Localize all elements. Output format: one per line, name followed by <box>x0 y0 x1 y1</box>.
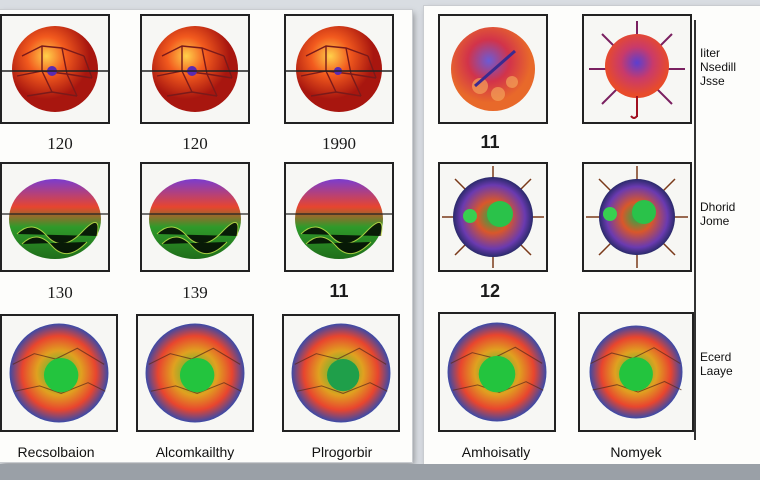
rainbow-sphere-icon <box>142 179 248 259</box>
caption-4: Amhoisatly <box>461 444 531 460</box>
side-legend-text: Jome <box>700 214 730 228</box>
mosaic-sphere-icon <box>145 323 245 423</box>
side-legend-group-1: Iiter Nsedill Jsse <box>700 46 760 88</box>
red-sphere-icon <box>2 26 108 112</box>
tile-label-r2c2: 139 <box>182 283 208 302</box>
tile-r1c4[interactable] <box>438 14 548 124</box>
tile-r2c1[interactable] <box>0 162 110 272</box>
rainbow-sphere-icon <box>286 179 392 259</box>
mosaic-sphere-icon <box>589 325 683 419</box>
tile-r3c1[interactable] <box>0 314 118 432</box>
spiky-green-sphere-icon <box>442 166 544 268</box>
side-legend-group-3: Ecerd Laaye <box>700 350 760 378</box>
tile-r2c3[interactable] <box>284 162 394 272</box>
tile-label-r1c3: 1990 <box>322 134 356 153</box>
side-legend-text: Dhorid <box>700 200 736 214</box>
spiky-sphere-icon <box>589 21 685 119</box>
side-legend-group-2: Dhorid Jome <box>700 200 760 228</box>
caption-3: Plrogorbir <box>311 444 373 460</box>
mosaic-sphere-icon <box>447 322 547 422</box>
red-sphere-icon <box>286 26 392 112</box>
tile-r1c3[interactable] <box>284 14 394 124</box>
tile-label-r1c1: 120 <box>47 134 73 153</box>
tile-r3c2[interactable] <box>136 314 254 432</box>
side-legend-text: Jsse <box>700 74 725 88</box>
tile-r1c5[interactable] <box>582 14 692 124</box>
caption-2: Alcomkailthy <box>155 444 235 460</box>
tile-r2c4[interactable] <box>438 162 548 272</box>
side-legend-text: Nsedill <box>700 60 737 74</box>
side-legend-text: Laaye <box>700 364 733 378</box>
tile-r3c4[interactable] <box>438 312 556 432</box>
mosaic-sphere-icon <box>291 323 391 423</box>
purple-sphere-icon <box>451 27 535 111</box>
tile-r3c5[interactable] <box>578 312 694 432</box>
tile-r1c2[interactable] <box>140 14 250 124</box>
tile-r2c2[interactable] <box>140 162 250 272</box>
tile-r1c1[interactable] <box>0 14 110 124</box>
spiky-green-sphere-icon <box>586 166 688 268</box>
side-divider <box>694 20 696 440</box>
rainbow-sphere-icon <box>2 179 108 259</box>
side-legend-text: Iiter <box>700 46 721 60</box>
red-sphere-icon <box>142 26 248 112</box>
tile-label-r2c1: 130 <box>47 283 73 302</box>
tile-r3c3[interactable] <box>282 314 400 432</box>
caption-5: Nomyek <box>610 444 662 460</box>
tile-label-r2c3: 11 <box>329 281 349 301</box>
tile-r2c5[interactable] <box>582 162 692 272</box>
side-legend-text: Ecerd <box>700 350 732 364</box>
tile-label-r2c4: 12 <box>479 281 501 301</box>
tile-label-r1c2: 120 <box>182 134 208 153</box>
tile-label-r1c4: 11 <box>480 132 500 152</box>
bottom-strip <box>0 464 760 480</box>
caption-1: Recsolbaion <box>17 444 95 460</box>
mosaic-sphere-icon <box>9 323 109 423</box>
